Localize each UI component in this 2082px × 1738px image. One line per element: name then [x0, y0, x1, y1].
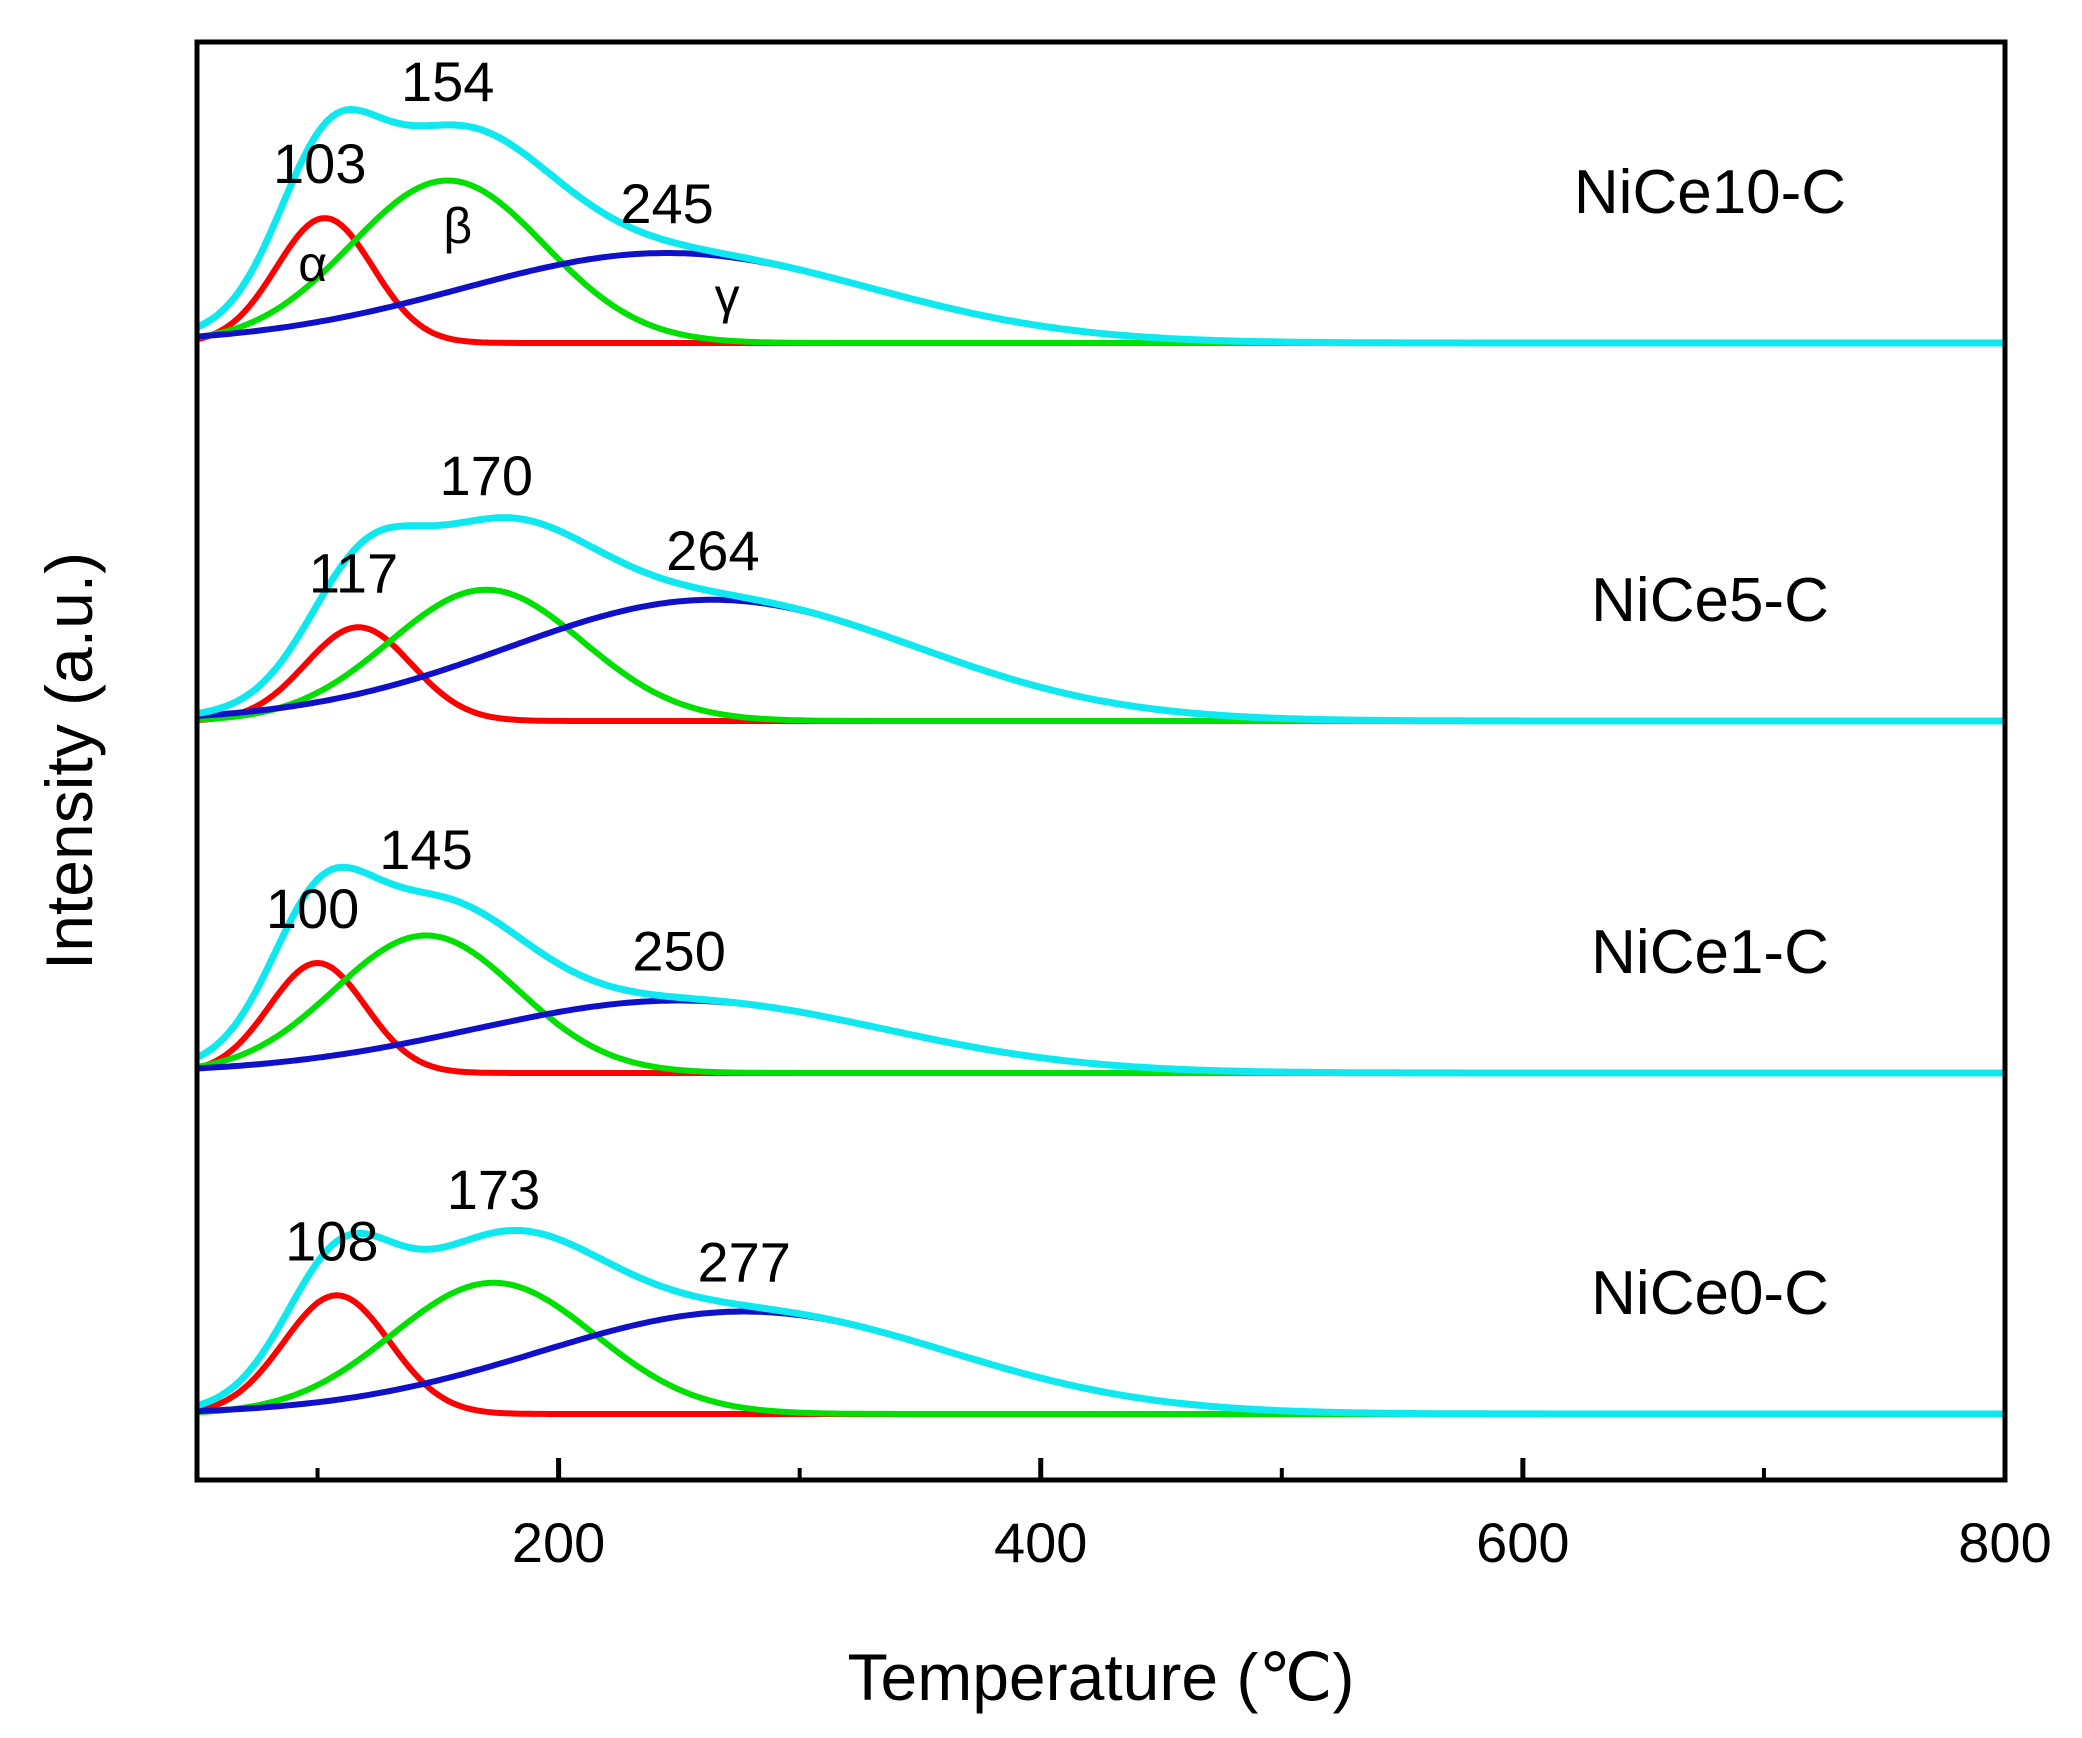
NiCe0-C-peak-label-277: 277 — [698, 1231, 791, 1294]
panel-NiCe5-C — [196, 514, 2005, 725]
x-tick-label-800: 800 — [1958, 1511, 2051, 1574]
NiCe10-C-peak-label-103: 103 — [273, 132, 366, 195]
labels-layer: 103 154 245 NiCe10-C α β γ 117 170 264 NiCe5-C 100 1… — [266, 50, 1846, 1328]
sample-label-NiCe1-C: NiCe1-C — [1591, 918, 1829, 987]
x-axis-ticks: 200 400 600 800 — [315, 1458, 2052, 1574]
greek-label-gamma: γ — [715, 268, 740, 324]
NiCe5-C-peak-label-117: 117 — [309, 541, 398, 604]
sample-label-NiCe10-C: NiCe10-C — [1574, 158, 1846, 227]
NiCe10-C-peak-245-curve — [196, 250, 2005, 346]
panel-NiCe1-C — [195, 863, 2005, 1077]
NiCe5-C-envelope-curve — [196, 514, 2005, 725]
NiCe5-C-peak-117-curve — [196, 624, 2005, 724]
NiCe1-C-peak-label-145: 145 — [379, 818, 472, 881]
NiCe1-C-envelope-curve — [195, 863, 2005, 1077]
NiCe10-C-envelope-curve — [195, 106, 2005, 347]
NiCe10-C-peak-label-154: 154 — [401, 50, 494, 113]
NiCe5-C-peak-label-264: 264 — [666, 519, 759, 582]
NiCe10-C-peak-label-245: 245 — [620, 172, 713, 235]
x-tick-label-200: 200 — [512, 1511, 605, 1574]
sample-label-NiCe5-C: NiCe5-C — [1591, 566, 1829, 635]
greek-label-beta: β — [443, 198, 472, 254]
plot-frame — [194, 39, 2008, 1483]
NiCe1-C-peak-label-250: 250 — [632, 920, 725, 983]
x-tick-label-600: 600 — [1476, 1511, 1569, 1574]
NiCe5-C-peak-label-170: 170 — [440, 444, 533, 507]
x-tick-label-400: 400 — [994, 1511, 1087, 1574]
panel-NiCe0-C — [196, 1226, 2005, 1418]
NiCe0-C-peak-label-108: 108 — [285, 1209, 378, 1272]
x-axis-title: Temperature (℃) — [848, 1640, 1355, 1714]
y-axis-title: Intensity (a.u.) — [32, 552, 106, 970]
curves-layer — [195, 106, 2005, 1418]
sample-label-NiCe0-C: NiCe0-C — [1591, 1259, 1829, 1328]
NiCe0-C-envelope-curve — [196, 1226, 2005, 1418]
greek-label-alpha: α — [298, 236, 327, 292]
NiCe0-C-peak-label-173: 173 — [447, 1158, 540, 1221]
NiCe1-C-peak-label-100: 100 — [266, 877, 359, 940]
panel-NiCe10-C — [195, 106, 2005, 347]
